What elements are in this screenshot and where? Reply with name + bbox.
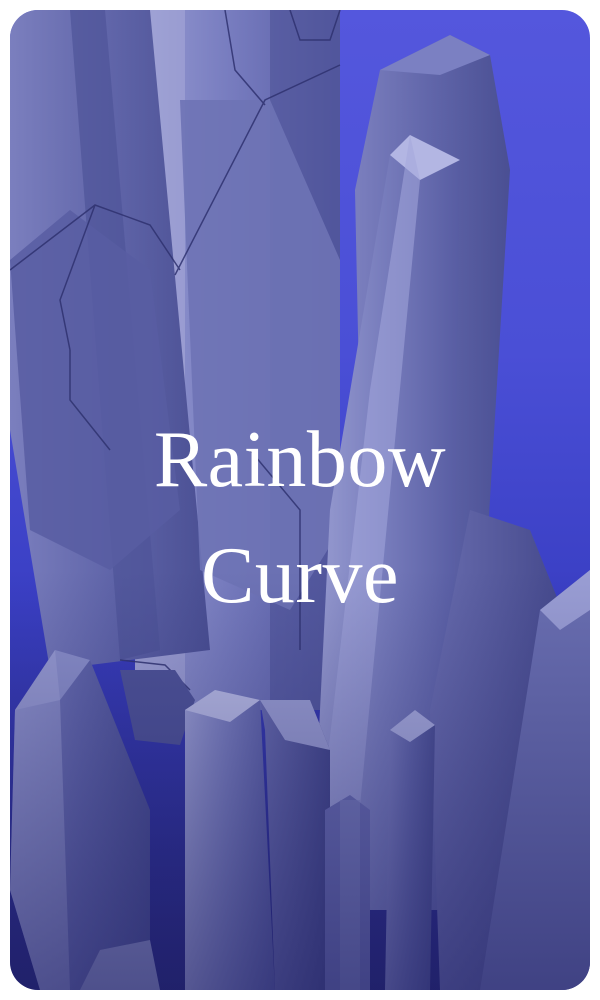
title-line-1: Rainbow (153, 416, 447, 504)
card-title: Rainbow Curve (10, 402, 590, 634)
title-card[interactable]: Rainbow Curve (10, 10, 590, 990)
title-line-2: Curve (200, 532, 399, 620)
crystal-cluster-illustration (10, 10, 590, 990)
back-crystals (10, 10, 340, 710)
